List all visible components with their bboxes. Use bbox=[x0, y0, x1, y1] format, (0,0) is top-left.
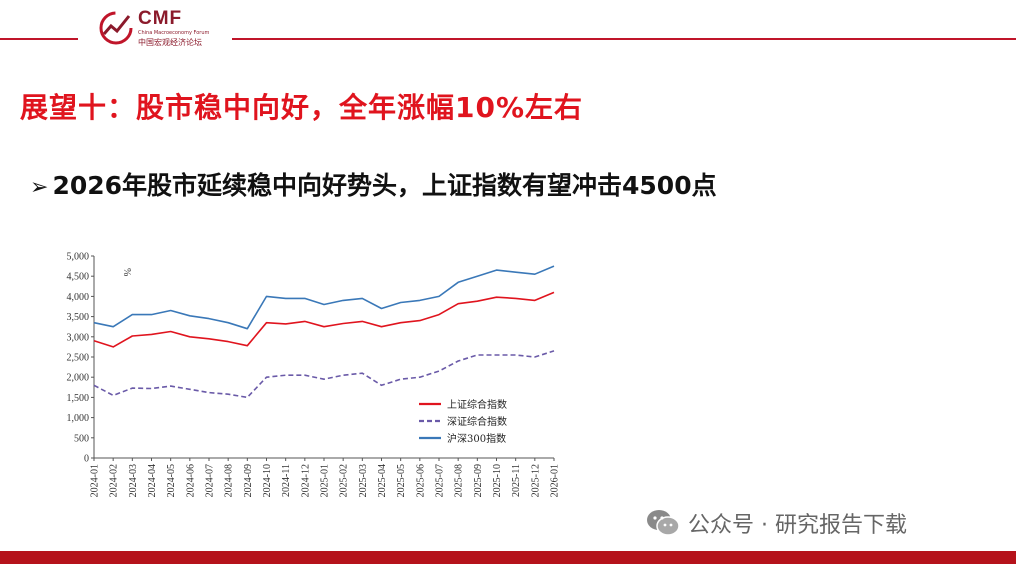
header-rule-right bbox=[232, 38, 1016, 40]
cmf-logo: CMF China Macroeconomy Forum 中国宏观经济论坛 bbox=[98, 8, 228, 48]
x-tick-label: 2025-06 bbox=[415, 464, 426, 497]
x-tick-label: 2024-01 bbox=[90, 464, 101, 497]
y-tick-label: 0 bbox=[84, 454, 89, 465]
x-tick-label: 2024-09 bbox=[243, 464, 254, 497]
x-tick-label: 2025-10 bbox=[492, 464, 503, 497]
x-tick-label: 2025-03 bbox=[358, 464, 369, 497]
wechat-icon bbox=[647, 510, 680, 536]
x-tick-label: 2024-06 bbox=[185, 464, 196, 497]
slide-subtitle: 2026年股市延续稳中向好势头，上证指数有望冲击4500点 bbox=[52, 171, 717, 200]
logo-subtitle: China Macroeconomy Forum bbox=[138, 30, 210, 36]
legend-label: 沪深300指数 bbox=[447, 432, 506, 445]
x-tick-label: 2025-07 bbox=[435, 464, 446, 497]
logo-name: CMF bbox=[138, 8, 183, 29]
header-rule-left bbox=[0, 38, 78, 40]
x-tick-label: 2024-04 bbox=[147, 464, 158, 497]
x-tick-label: 2024-02 bbox=[109, 464, 120, 497]
x-tick-label: 2024-03 bbox=[128, 464, 139, 497]
x-tick-label: 2024-12 bbox=[300, 464, 311, 497]
x-tick-label: 2025-09 bbox=[473, 464, 484, 497]
logo-chinese-name: 中国宏观经济论坛 bbox=[138, 38, 202, 47]
y-tick-label: 5,000 bbox=[67, 252, 90, 263]
y-tick-label: 3,000 bbox=[67, 332, 90, 343]
y-tick-label: 1,000 bbox=[67, 413, 90, 424]
x-tick-label: 2025-08 bbox=[454, 464, 465, 497]
x-tick-label: 2025-05 bbox=[396, 464, 407, 497]
x-tick-label: 2025-02 bbox=[339, 464, 350, 497]
x-tick-label: 2024-05 bbox=[166, 464, 177, 497]
bullet-arrow-icon: ➢ bbox=[30, 175, 49, 200]
x-tick-label: 2024-08 bbox=[224, 464, 235, 497]
x-tick-label: 2024-11 bbox=[281, 464, 292, 497]
series-line-1 bbox=[93, 350, 555, 399]
y-tick-label: 2,500 bbox=[67, 353, 90, 364]
unit-label: % bbox=[121, 268, 132, 276]
x-tick-label: 2024-07 bbox=[205, 464, 216, 497]
x-tick-label: 2025-12 bbox=[530, 464, 541, 497]
series-line-2 bbox=[93, 265, 555, 330]
x-tick-label: 2026-01 bbox=[550, 464, 561, 497]
cmf-logo-icon bbox=[99, 11, 133, 45]
legend-label: 深证综合指数 bbox=[447, 415, 507, 428]
slide-subtitle-row: ➢ 2026年股市延续稳中向好势头，上证指数有望冲击4500点 bbox=[30, 166, 717, 202]
watermark: 公众号 · 研究报告下载 bbox=[646, 508, 907, 538]
legend-label: 上证综合指数 bbox=[447, 398, 507, 411]
x-tick-label: 2024-10 bbox=[262, 464, 273, 497]
y-tick-label: 4,500 bbox=[67, 272, 90, 283]
slide-title: 展望十：股市稳中向好，全年涨幅10%左右 bbox=[20, 91, 584, 124]
footer-bar bbox=[0, 551, 1016, 564]
x-tick-label: 2025-01 bbox=[320, 464, 331, 497]
y-tick-label: 2,000 bbox=[67, 373, 90, 384]
y-tick-label: 4,000 bbox=[67, 292, 90, 303]
watermark-text: 公众号 · 研究报告下载 bbox=[688, 513, 907, 538]
x-tick-label: 2025-11 bbox=[511, 464, 522, 497]
x-tick-label: 2025-04 bbox=[377, 464, 388, 497]
series-line-0 bbox=[93, 291, 555, 348]
index-line-chart: 0 500 1,000 1,500 2,000 2,500 3,000 3,500 4,000 4… bbox=[67, 252, 561, 498]
y-tick-label: 500 bbox=[74, 433, 89, 444]
y-tick-label: 1,500 bbox=[67, 393, 90, 404]
y-tick-label: 3,500 bbox=[67, 312, 90, 323]
